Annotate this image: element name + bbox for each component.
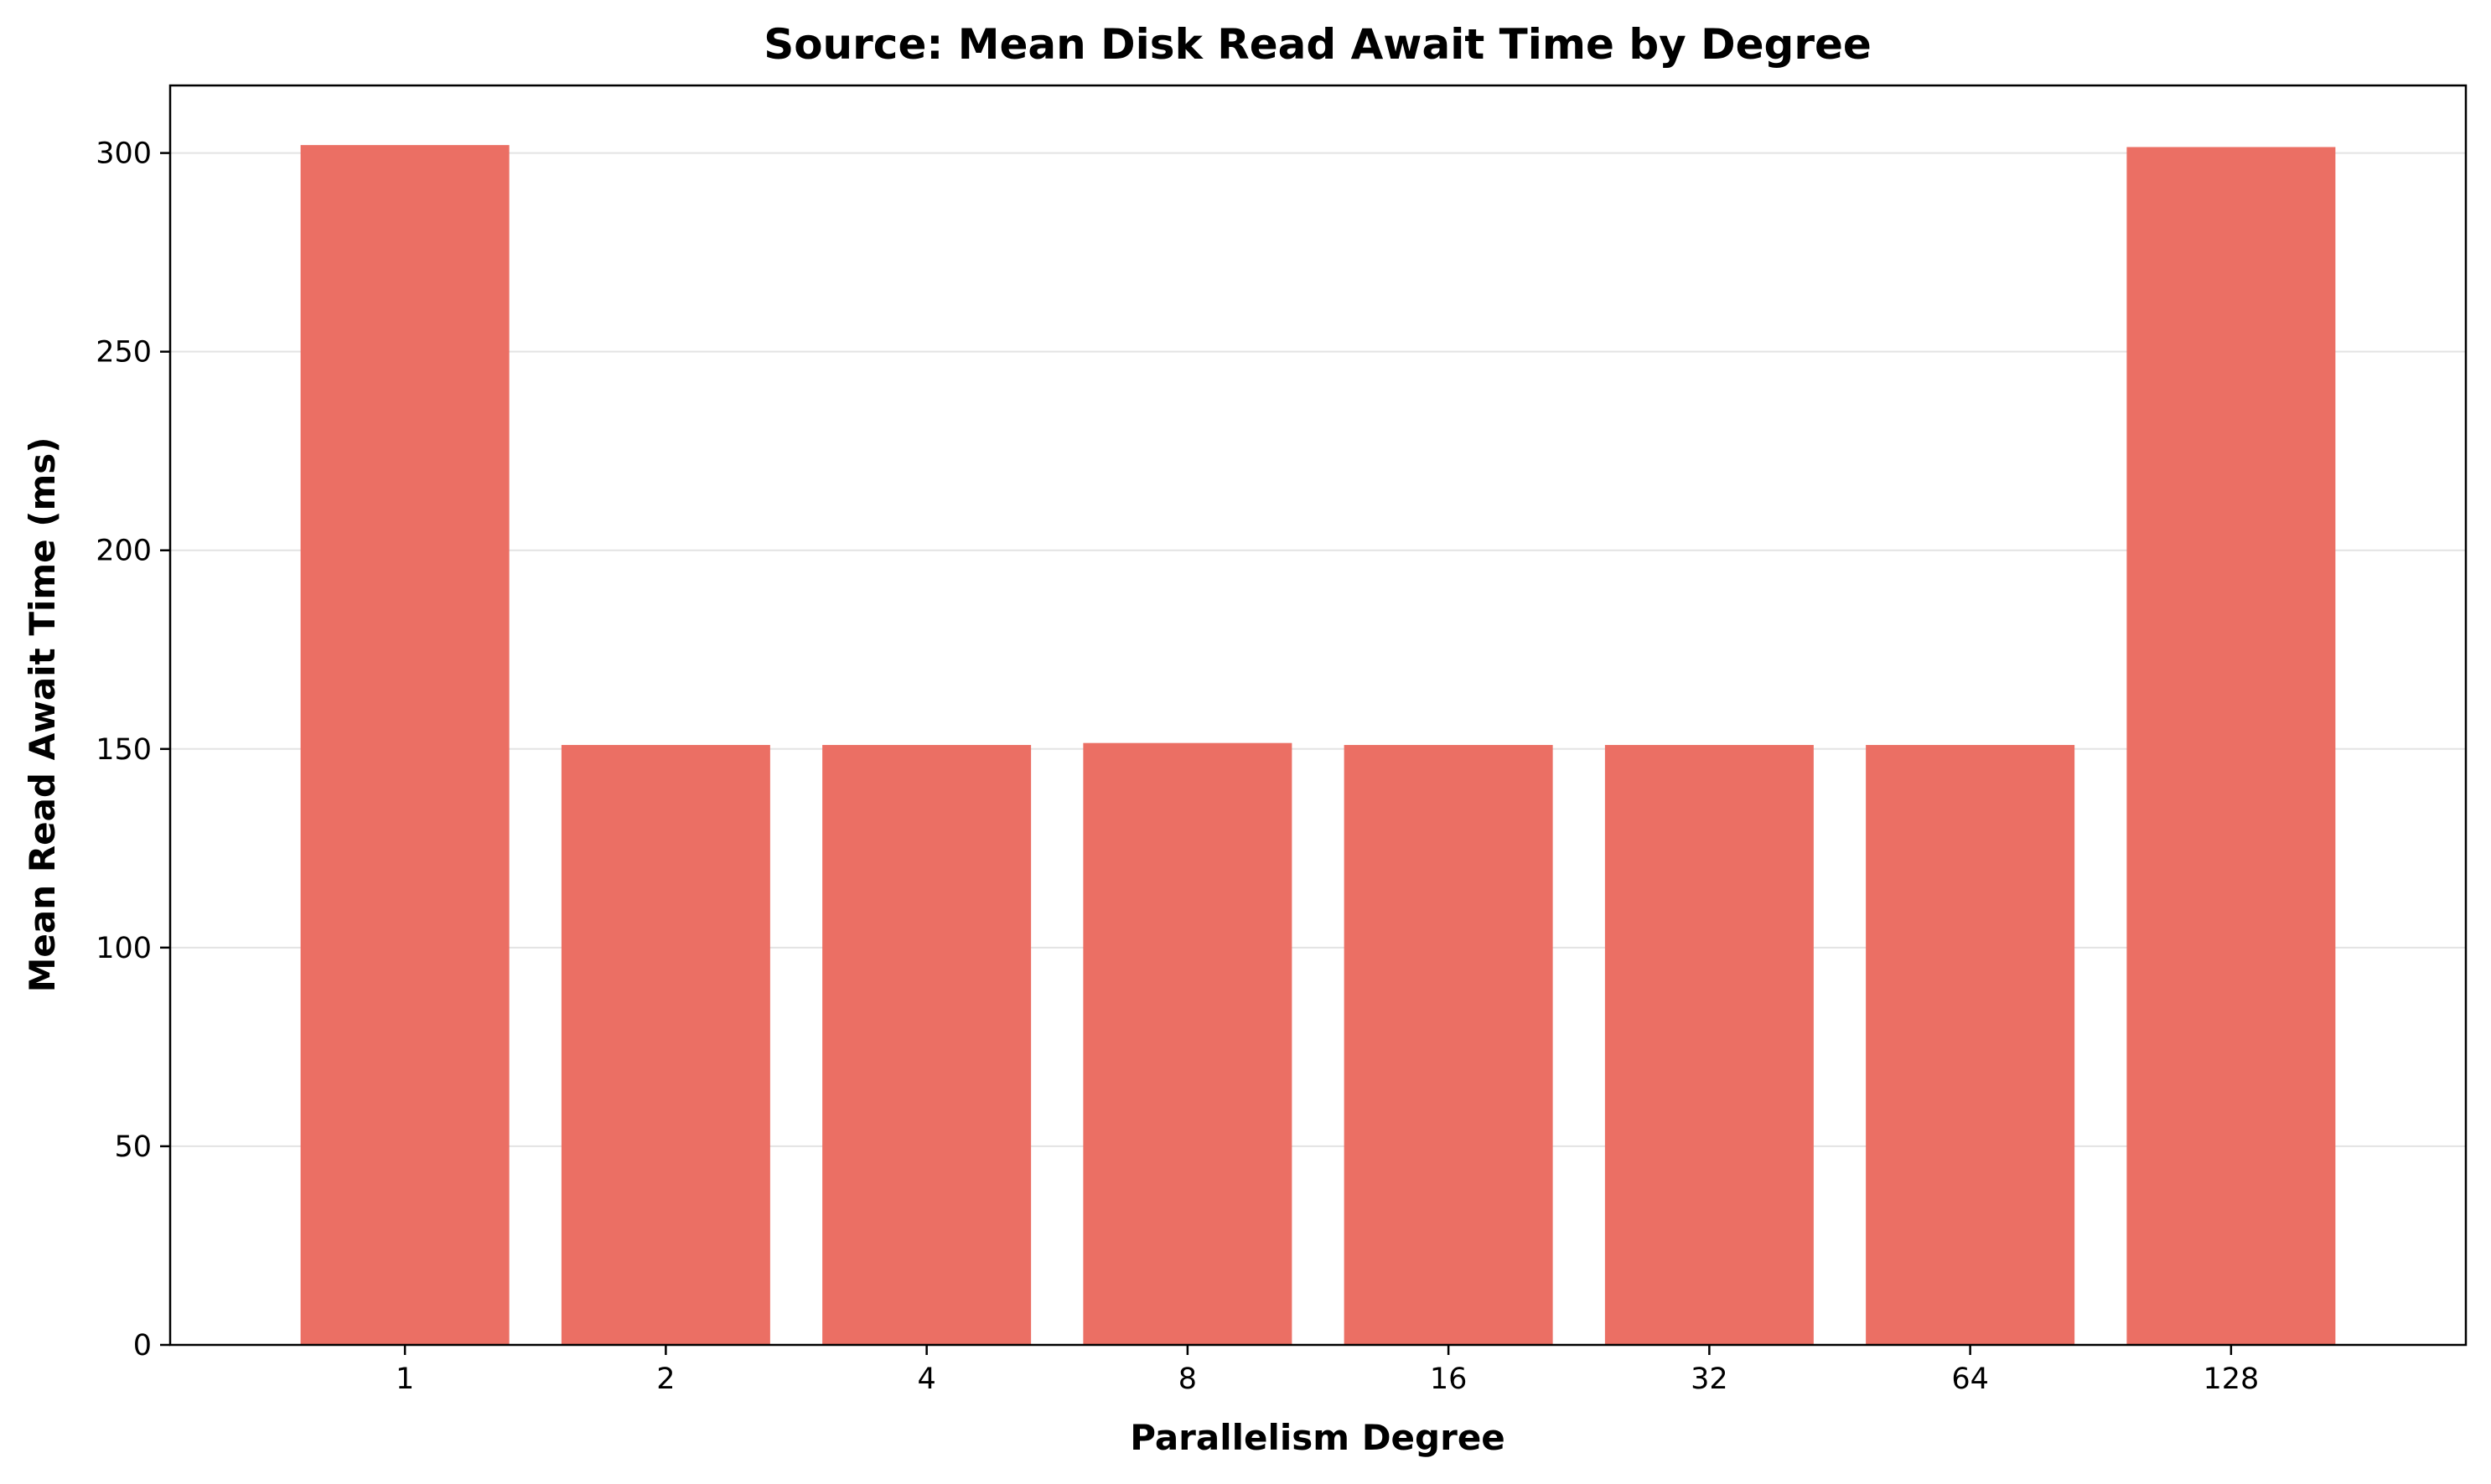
bar-128 xyxy=(2126,147,2336,1346)
plot-frame xyxy=(168,84,2468,1347)
x-tick-label: 2 xyxy=(656,1362,675,1396)
x-axis-label: Parallelism Degree xyxy=(1130,1417,1505,1458)
bar-1 xyxy=(300,145,510,1345)
x-tick-label: 128 xyxy=(2203,1362,2259,1396)
y-tick-label: 0 xyxy=(133,1329,152,1362)
x-tick-label: 32 xyxy=(1691,1362,1728,1396)
bar-4 xyxy=(822,745,1032,1345)
x-tick-label: 8 xyxy=(1178,1362,1197,1396)
y-tick-label: 150 xyxy=(96,733,152,767)
y-tick-label: 300 xyxy=(96,137,152,171)
bar-16 xyxy=(1344,745,1553,1345)
y-tick-label: 200 xyxy=(96,535,152,568)
y-axis-label: Mean Read Await Time (ms) xyxy=(22,437,63,993)
bars xyxy=(300,145,2336,1346)
y-tick-label: 50 xyxy=(114,1130,152,1164)
x-tick-label: 16 xyxy=(1430,1362,1468,1396)
bar-2 xyxy=(561,745,770,1345)
y-tick-label: 250 xyxy=(96,336,152,370)
x-tick-label: 1 xyxy=(396,1362,414,1396)
x-tick-label: 4 xyxy=(917,1362,935,1396)
bar-32 xyxy=(1604,745,1814,1345)
grid-lines xyxy=(170,152,2466,1346)
bar-64 xyxy=(1866,745,2075,1345)
bar-8 xyxy=(1083,742,1292,1345)
x-tick-label: 64 xyxy=(1951,1362,1989,1396)
y-tick-label: 100 xyxy=(96,932,152,965)
chart-title: Source: Mean Disk Read Await Time by Deg… xyxy=(764,20,1872,69)
y-axis-ticks: 0 50 100 150 200 250 300 xyxy=(96,137,170,1362)
x-axis-ticks: 1 2 4 8 16 32 64 128 xyxy=(396,1345,2259,1396)
